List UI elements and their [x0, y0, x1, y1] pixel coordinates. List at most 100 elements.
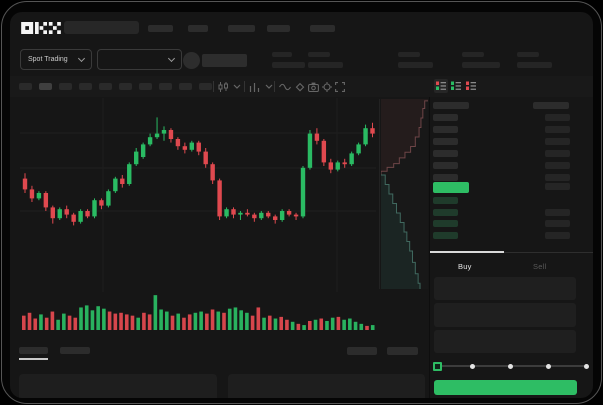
stat-label	[308, 52, 330, 57]
candlestick-chart[interactable]	[20, 98, 376, 332]
timeframe-button[interactable]	[179, 83, 192, 90]
market-type-label: Spot Trading	[28, 56, 68, 63]
bid-row-price[interactable]	[433, 197, 458, 204]
pair-dropdown[interactable]	[97, 49, 182, 70]
book-both-sides-icon[interactable]	[436, 81, 446, 91]
settings-icon[interactable]	[322, 82, 332, 92]
slider-handle[interactable]	[433, 361, 442, 371]
orderbook-panel	[430, 97, 593, 252]
bid-row-price[interactable]	[433, 231, 458, 239]
bottom-action-1[interactable]	[347, 347, 377, 355]
bottom-action-2[interactable]	[387, 347, 418, 355]
amount-input[interactable]	[434, 303, 576, 327]
nav-item-4[interactable]	[267, 25, 290, 32]
camera-icon[interactable]	[308, 82, 319, 92]
stat-value	[517, 62, 552, 68]
ask-row-price[interactable]	[433, 162, 458, 169]
slider-stop-dot[interactable]	[583, 363, 589, 369]
chevron-down-icon	[167, 54, 176, 63]
stat-value	[308, 62, 343, 68]
orders-table-placeholder	[19, 374, 217, 398]
total-input[interactable]	[434, 330, 576, 353]
timeframe-button[interactable]	[159, 83, 172, 90]
market-type-dropdown[interactable]: Spot Trading	[20, 49, 92, 70]
top-nav	[10, 12, 593, 43]
ask-row-price[interactable]	[433, 126, 458, 133]
ask-row-price[interactable]	[433, 174, 458, 181]
okx-logo[interactable]	[20, 22, 62, 34]
tab-buy[interactable]: Buy	[458, 262, 472, 271]
depth-chart[interactable]	[381, 99, 428, 289]
timeframe-button[interactable]	[59, 83, 72, 90]
fullscreen-icon[interactable]	[335, 82, 345, 92]
last-price-badge[interactable]	[433, 182, 469, 193]
ask-row-amount[interactable]	[545, 114, 570, 121]
chevron-down-icon	[77, 54, 86, 63]
slider-stop-dot[interactable]	[469, 363, 475, 369]
toolbar-divider	[244, 81, 245, 92]
amount-slider[interactable]	[433, 359, 590, 373]
bottom-tab-underline	[19, 358, 48, 360]
ask-row-amount[interactable]	[545, 174, 570, 181]
bid-row-price[interactable]	[433, 220, 458, 227]
search-input[interactable]	[64, 21, 139, 34]
orderbook-header-price	[433, 102, 469, 109]
price-input[interactable]	[434, 277, 576, 300]
ask-row-price[interactable]	[433, 150, 458, 157]
nav-item-2[interactable]	[188, 25, 208, 32]
chart-toolbar	[10, 76, 593, 97]
bid-row-amount[interactable]	[545, 231, 570, 239]
timeframe-button[interactable]	[19, 83, 32, 90]
stat-label	[272, 52, 292, 57]
slider-stop-dot[interactable]	[545, 363, 551, 369]
toolbar-divider	[274, 81, 275, 92]
amount-placeholder	[545, 183, 570, 190]
bid-row-amount[interactable]	[545, 220, 570, 227]
coin-avatar	[183, 52, 200, 69]
orderbook-header-amount	[533, 102, 569, 109]
tabbar-baseline	[504, 252, 593, 253]
toolbar-divider	[213, 81, 214, 92]
indicators-icon[interactable]	[249, 82, 260, 92]
ask-row-price[interactable]	[433, 138, 458, 145]
candle-style-icon[interactable]	[218, 82, 229, 92]
panel-divider	[429, 97, 430, 398]
timeframe-button[interactable]	[79, 83, 92, 90]
slider-stop-dot[interactable]	[507, 363, 513, 369]
timeframe-button[interactable]	[139, 83, 152, 90]
bid-row-amount[interactable]	[545, 208, 570, 216]
history-table-placeholder	[228, 374, 425, 398]
bottom-section	[10, 342, 429, 398]
timeframe-button[interactable]	[99, 83, 112, 90]
stat-label	[398, 52, 420, 57]
ask-row-amount[interactable]	[545, 138, 570, 145]
book-buys-only-icon[interactable]	[451, 81, 461, 91]
nav-item-1[interactable]	[148, 25, 173, 32]
stat-value	[462, 62, 500, 68]
bottom-tab-2[interactable]	[60, 347, 90, 354]
nav-item-3[interactable]	[228, 25, 255, 32]
ask-row-amount[interactable]	[545, 162, 570, 169]
nav-item-5[interactable]	[310, 25, 335, 32]
line-tool-icon[interactable]	[279, 83, 291, 91]
ask-row-price[interactable]	[433, 114, 458, 121]
stat-value	[272, 62, 305, 68]
eraser-icon[interactable]	[295, 82, 305, 92]
timeframe-button[interactable]	[199, 83, 212, 90]
chevron-down-icon[interactable]	[233, 84, 241, 90]
chevron-down-icon[interactable]	[265, 84, 273, 90]
bottom-tab-1[interactable]	[19, 347, 48, 354]
depth-divider	[379, 99, 380, 289]
buy-button[interactable]	[434, 380, 577, 395]
ask-row-amount[interactable]	[545, 150, 570, 157]
app-window: Spot Trading	[10, 12, 593, 398]
pair-name-placeholder	[202, 54, 247, 67]
timeframe-button[interactable]	[39, 83, 52, 90]
timeframe-button[interactable]	[119, 83, 132, 90]
bid-row-price[interactable]	[433, 208, 458, 216]
ask-row-amount[interactable]	[545, 126, 570, 133]
tab-sell[interactable]: Sell	[533, 262, 547, 271]
book-sells-only-icon[interactable]	[466, 81, 476, 91]
trade-panel: Buy Sell	[430, 251, 593, 398]
